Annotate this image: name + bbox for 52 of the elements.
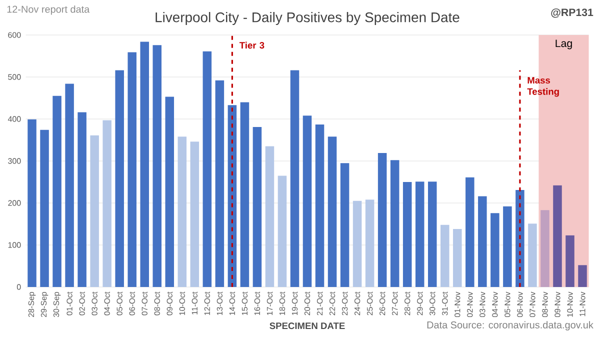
bar: [415, 182, 424, 287]
bar: [102, 120, 112, 287]
bar: [90, 135, 99, 287]
bar: [152, 45, 162, 287]
text: @RP131: [551, 8, 594, 18]
bar: [553, 185, 562, 287]
bar: [352, 200, 362, 287]
bar: [190, 142, 200, 287]
bar: [165, 96, 174, 287]
bar: [365, 200, 374, 287]
bar: [428, 182, 437, 287]
bar: [115, 70, 124, 287]
bar: [302, 116, 312, 287]
chart-title: Liverpool City - Daily Positives by Specimen Date: [156, 12, 460, 25]
bar: [252, 126, 262, 287]
ref-line-label: Tier 3: [239, 42, 264, 49]
bar: [516, 190, 524, 287]
bar: [402, 182, 412, 287]
bar: [466, 177, 474, 287]
bar: [278, 176, 287, 287]
x-axis-title: SPECIMEN DATE: [270, 322, 345, 330]
bar: [265, 146, 274, 287]
bar: [478, 196, 487, 287]
bar: [490, 213, 500, 287]
bar: [453, 229, 462, 287]
bar: [215, 80, 224, 287]
bar: [78, 112, 86, 287]
bar: [440, 224, 450, 287]
bar: [315, 124, 324, 287]
bar: [240, 102, 250, 287]
bar: [378, 153, 387, 287]
bar: [328, 136, 337, 287]
ref-line-label: Mass Testing: [527, 77, 559, 97]
bar: [202, 51, 212, 287]
bar: [566, 235, 574, 287]
bar: [40, 130, 49, 287]
bar: [65, 84, 74, 287]
bar: [290, 70, 300, 287]
bar: [578, 265, 587, 287]
bar: [540, 210, 550, 287]
source-note: Data Source: coronavirus.data.gov.uk: [427, 321, 594, 330]
bar: [390, 160, 400, 287]
bar: [128, 52, 136, 287]
bar: [28, 119, 36, 287]
text: 12-Nov report data: [7, 5, 90, 15]
bar: [178, 136, 187, 287]
bar: [140, 42, 149, 287]
bar: [503, 206, 512, 287]
bar: [528, 224, 537, 287]
bar: [52, 96, 62, 287]
bar: [340, 163, 350, 287]
band-label: Lag: [556, 40, 572, 50]
